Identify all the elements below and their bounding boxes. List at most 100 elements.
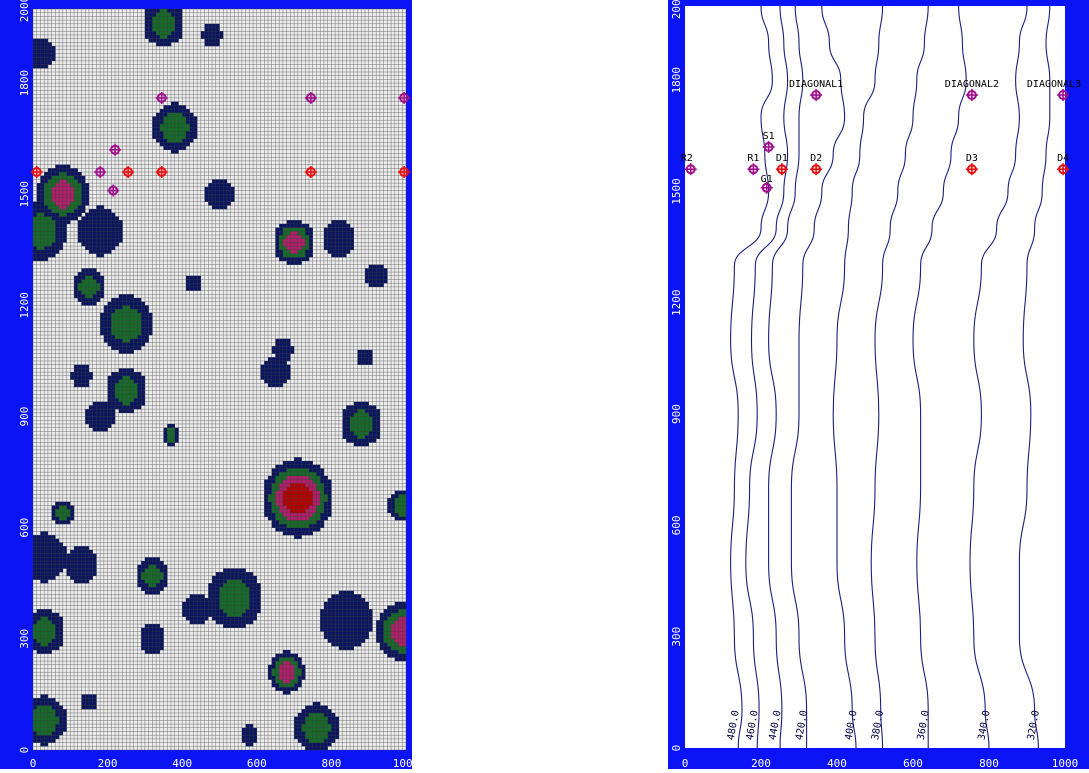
grid-cell: [55, 168, 60, 173]
grid-cell: [353, 605, 358, 610]
grid-cell: [118, 320, 123, 325]
grid-cell: [55, 557, 60, 562]
grid-cell: [241, 601, 246, 606]
grid-cell: [40, 231, 45, 236]
grid-cell: [189, 620, 194, 625]
grid-cell: [55, 553, 60, 558]
grid-cell: [320, 627, 325, 632]
grid-cell: [335, 594, 340, 599]
grid-cell: [391, 631, 396, 636]
grid-cell: [346, 409, 351, 414]
grid-cell: [156, 138, 161, 143]
grid-cell: [148, 34, 153, 39]
grid-cell: [100, 312, 105, 317]
grid-cell: [33, 720, 37, 725]
grid-cell: [85, 549, 90, 554]
grid-cell: [346, 635, 351, 640]
grid-cell: [100, 238, 105, 243]
grid-cell: [275, 516, 280, 521]
grid-cell: [182, 138, 187, 143]
grid-cell: [223, 201, 228, 206]
grid-cell: [215, 27, 220, 32]
grid-cell: [47, 175, 52, 180]
grid-cell: [282, 242, 287, 247]
grid-cell: [74, 190, 78, 195]
grid-cell: [331, 735, 336, 740]
grid-cell: [40, 553, 45, 558]
grid-cell: [215, 186, 220, 191]
grid-cell: [33, 642, 37, 647]
grid-cell: [167, 423, 172, 428]
grid-cell: [398, 490, 403, 495]
grid-cell: [51, 635, 56, 640]
grid-cell: [364, 401, 369, 406]
grid-cell: [200, 612, 205, 617]
grid-cell: [368, 264, 373, 269]
grid-cell: [47, 197, 52, 202]
grid-cell: [144, 635, 149, 640]
grid-cell: [275, 349, 280, 354]
grid-cell: [331, 727, 336, 732]
grid-cell: [40, 616, 45, 621]
grid-cell: [167, 12, 172, 17]
grid-cell: [40, 212, 45, 217]
grid-cell: [238, 620, 243, 625]
grid-cell: [212, 201, 216, 206]
grid-cell: [55, 231, 60, 236]
grid-cell: [331, 223, 336, 228]
grid-cell: [342, 631, 347, 636]
grid-cell: [122, 301, 127, 306]
grid-cell: [346, 616, 351, 621]
grid-cell: [275, 375, 280, 380]
grid-cell: [47, 205, 52, 210]
grid-cell: [297, 260, 302, 265]
grid-cell: [40, 731, 45, 736]
grid-cell: [44, 60, 49, 65]
grid-cell: [197, 279, 202, 284]
grid-cell: [171, 438, 175, 443]
grid-cell: [215, 31, 220, 36]
grid-cell: [133, 375, 138, 380]
grid-cell: [77, 235, 82, 239]
grid-cell: [77, 186, 82, 191]
grid-cell: [156, 16, 161, 21]
grid-cell: [279, 675, 284, 680]
grid-cell: [215, 197, 220, 202]
grid-cell: [327, 635, 332, 640]
grid-cell: [51, 175, 56, 180]
grid-cell: [376, 268, 381, 273]
grid-cell: [320, 501, 325, 506]
grid-cell: [70, 201, 75, 206]
grid-cell: [96, 242, 101, 247]
grid-cell: [59, 568, 64, 573]
grid-cell: [197, 609, 202, 614]
grid-cell: [290, 235, 295, 239]
grid-cell: [152, 635, 157, 640]
grid-cell: [402, 642, 407, 647]
grid-cell: [398, 638, 403, 643]
grid-cell: [59, 175, 64, 180]
grid-cell: [290, 249, 295, 254]
grid-cell: [364, 349, 369, 354]
grid-cell: [88, 420, 93, 425]
grid-cell: [297, 457, 302, 462]
grid-cell: [74, 368, 78, 373]
grid-cell: [267, 490, 272, 495]
grid-cell: [171, 127, 175, 132]
grid-cell: [215, 594, 220, 599]
grid-cell: [301, 516, 306, 521]
grid-cell: [219, 616, 224, 621]
grid-cell: [178, 23, 183, 28]
grid-cell: [279, 664, 284, 669]
grid-cell: [245, 575, 250, 580]
grid-cell: [282, 523, 287, 528]
grid-cell: [59, 227, 64, 232]
grid-cell: [353, 435, 358, 439]
grid-cell: [100, 320, 105, 325]
grid-cell: [279, 505, 284, 510]
grid-cell: [33, 538, 37, 543]
grid-cell: [253, 583, 257, 588]
grid-cell: [353, 612, 358, 617]
grid-cell: [163, 27, 168, 32]
grid-cell: [275, 505, 280, 510]
